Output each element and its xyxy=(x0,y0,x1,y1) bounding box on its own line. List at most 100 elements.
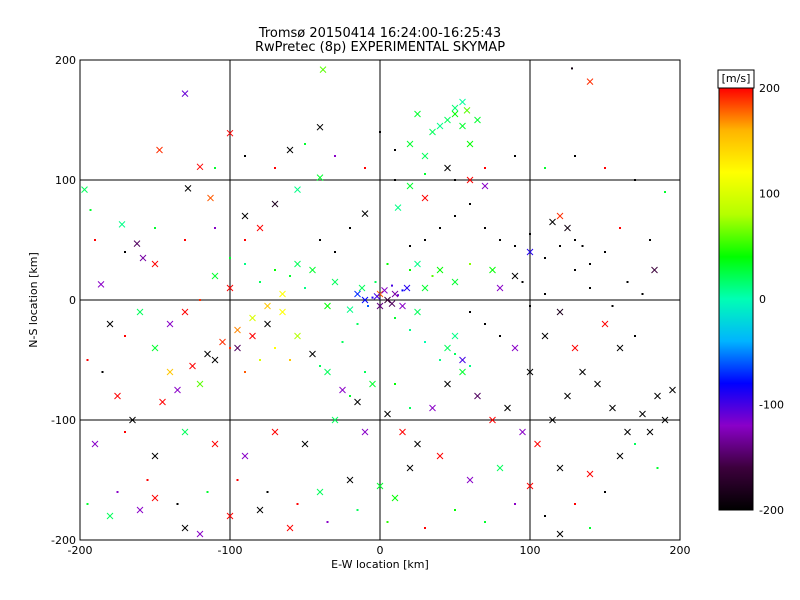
data-point-x xyxy=(211,440,219,448)
data-point-x xyxy=(394,204,402,211)
data-point-x-stroke xyxy=(156,146,163,154)
data-point-x-stroke xyxy=(466,176,474,184)
data-point-x xyxy=(384,296,391,304)
x-tick-label: 200 xyxy=(670,544,691,557)
data-point-x xyxy=(406,182,414,190)
data-point-x-stroke xyxy=(414,308,421,316)
data-point-x xyxy=(226,512,234,520)
data-point-dot xyxy=(367,305,369,307)
data-point-x-stroke xyxy=(669,386,676,394)
data-point-dot xyxy=(641,293,644,295)
data-point-x xyxy=(481,182,489,190)
data-point-x-stroke xyxy=(211,356,219,364)
data-point-x-stroke xyxy=(381,287,388,294)
data-point-x xyxy=(489,266,496,274)
data-point-x-stroke xyxy=(414,440,421,448)
data-point-x-stroke xyxy=(279,308,286,316)
data-point-x xyxy=(556,530,564,538)
data-point-dot xyxy=(229,257,231,259)
data-point-x xyxy=(466,176,474,184)
data-point-x-stroke xyxy=(249,314,256,322)
data-point-dot xyxy=(244,263,246,265)
data-point-x xyxy=(669,386,676,394)
data-point-x-stroke xyxy=(541,332,549,340)
data-point-x-stroke xyxy=(429,404,436,412)
chart-subtitle: RwPretec (8p) EXPERIMENTAL SKYMAP xyxy=(255,40,505,55)
data-point-x xyxy=(151,452,159,460)
data-point-x xyxy=(264,302,271,310)
data-point-x xyxy=(189,362,196,370)
data-point-dot xyxy=(521,281,524,283)
data-point-x xyxy=(316,123,324,131)
data-point-dot xyxy=(454,215,456,217)
data-point-dot xyxy=(469,365,471,367)
data-point-x xyxy=(466,140,474,148)
data-point-x-stroke xyxy=(474,116,481,124)
y-axis-label: N-S location [km] xyxy=(27,252,40,348)
data-point-x xyxy=(474,116,481,124)
data-point-x-stroke xyxy=(294,260,301,268)
data-point-dot xyxy=(424,527,426,529)
data-point-x xyxy=(181,308,189,316)
data-point-x-stroke xyxy=(249,332,256,340)
data-point-x xyxy=(639,410,646,418)
data-point-x xyxy=(184,185,192,192)
data-point-dot xyxy=(176,503,179,505)
x-tick-label: 0 xyxy=(377,544,384,557)
data-point-dot xyxy=(469,203,471,205)
data-point-dot xyxy=(401,289,404,292)
data-point-x-stroke xyxy=(189,362,196,370)
data-point-x-stroke xyxy=(166,320,174,328)
data-point-x-stroke xyxy=(466,140,474,148)
data-point-dot xyxy=(356,509,359,511)
data-point-dot xyxy=(89,209,92,211)
data-point-dot xyxy=(574,155,576,157)
data-point-x-stroke xyxy=(286,146,294,154)
data-point-dot xyxy=(184,239,186,241)
data-point-dot xyxy=(229,347,231,349)
data-point-x-stroke xyxy=(451,332,459,340)
data-point-dot xyxy=(334,251,336,253)
data-point-x xyxy=(354,290,361,298)
data-point-dot xyxy=(499,335,501,337)
data-point-x xyxy=(474,392,481,400)
data-point-x-stroke xyxy=(354,398,361,406)
data-point-x-stroke xyxy=(436,122,444,130)
data-point-x xyxy=(294,332,301,340)
data-point-x-stroke xyxy=(81,186,88,193)
data-point-dot xyxy=(244,371,246,373)
data-point-x-stroke xyxy=(361,210,369,217)
data-point-x-stroke xyxy=(196,163,204,171)
data-point-dot xyxy=(604,251,606,253)
data-point-x xyxy=(496,284,504,292)
data-point-x-stroke xyxy=(474,392,481,400)
data-point-x-stroke xyxy=(196,380,204,388)
data-point-x xyxy=(549,218,556,226)
data-point-dot xyxy=(469,311,471,313)
data-point-dot xyxy=(394,149,396,151)
data-point-x xyxy=(391,494,399,502)
data-point-x-stroke xyxy=(436,266,444,274)
data-point-x xyxy=(463,107,471,114)
data-point-x-stroke xyxy=(421,152,429,160)
data-point-x-stroke xyxy=(316,174,324,181)
data-point-x xyxy=(264,320,271,328)
data-point-x xyxy=(196,380,204,388)
data-point-x xyxy=(661,416,669,424)
data-point-x-stroke xyxy=(511,344,519,352)
data-point-x xyxy=(579,368,586,376)
data-point-dot xyxy=(574,503,576,505)
data-point-dot xyxy=(391,284,393,287)
data-point-x-stroke xyxy=(331,278,339,286)
colorbar-tick-label: 0 xyxy=(759,293,766,306)
data-point-x xyxy=(564,224,571,232)
data-point-dot xyxy=(454,353,456,355)
data-point-x-stroke xyxy=(459,122,466,130)
data-point-x-stroke xyxy=(451,110,459,118)
data-point-x-stroke xyxy=(294,332,301,340)
data-point-x-stroke xyxy=(139,254,147,262)
data-point-x-stroke xyxy=(421,284,429,292)
data-point-x-stroke xyxy=(264,320,271,328)
data-point-x-stroke xyxy=(369,380,376,388)
